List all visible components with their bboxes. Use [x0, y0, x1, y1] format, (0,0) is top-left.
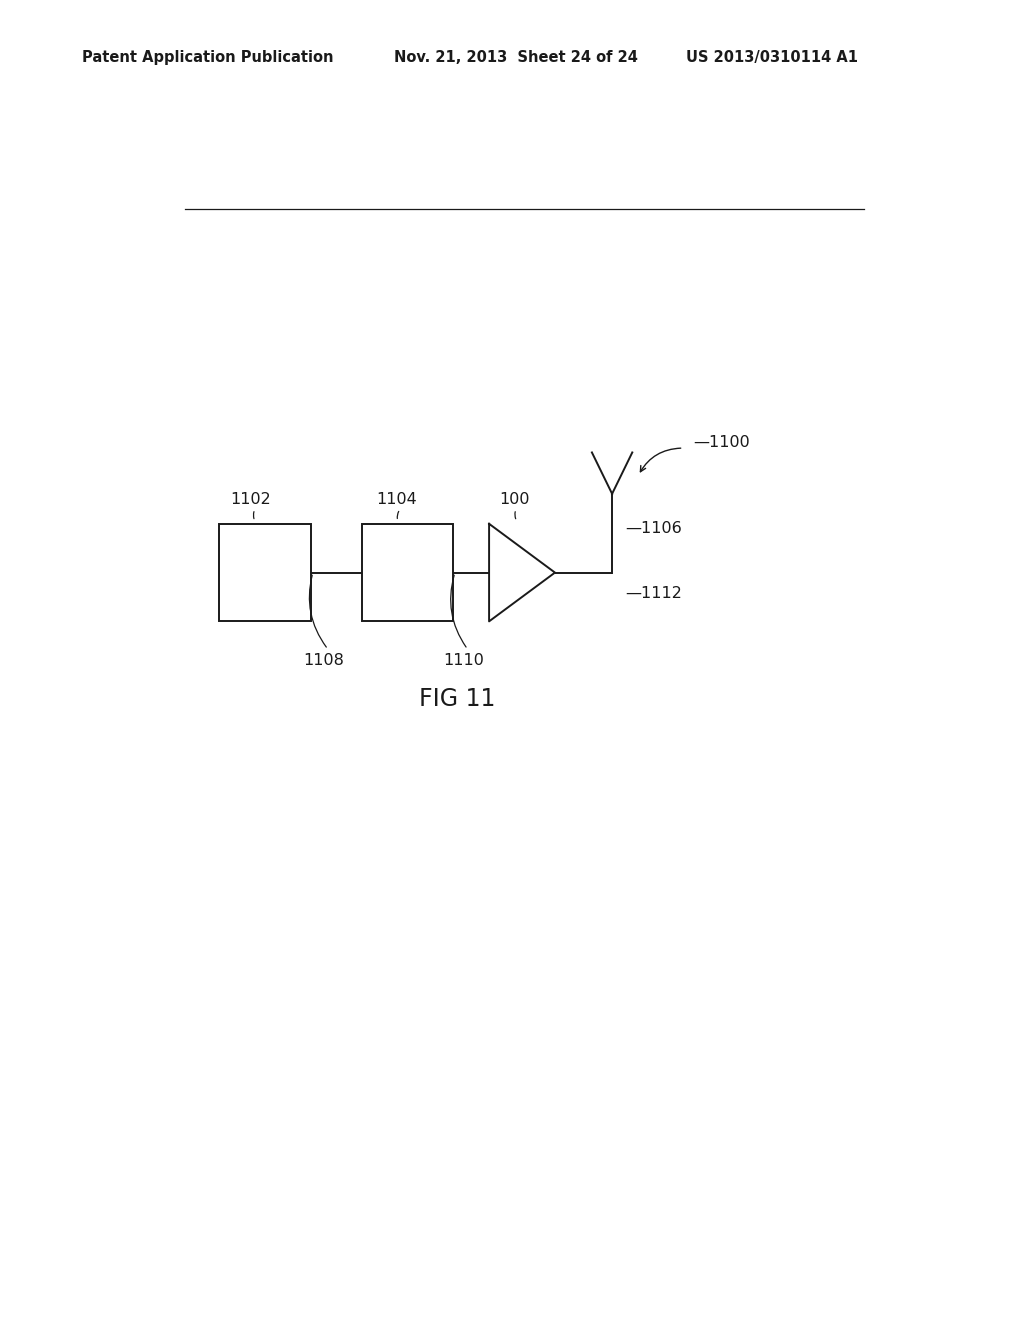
- Text: 1108: 1108: [303, 653, 344, 668]
- Text: US 2013/0310114 A1: US 2013/0310114 A1: [686, 50, 858, 65]
- Text: FIG 11: FIG 11: [419, 686, 496, 711]
- Text: —1100: —1100: [693, 436, 750, 450]
- Text: 1110: 1110: [443, 653, 484, 668]
- Text: 100: 100: [500, 492, 529, 507]
- Text: —1112: —1112: [625, 586, 682, 601]
- Bar: [362, 524, 454, 620]
- Text: —1106: —1106: [625, 521, 682, 536]
- Text: 1104: 1104: [376, 492, 417, 507]
- Text: 1102: 1102: [230, 492, 271, 507]
- Text: Patent Application Publication: Patent Application Publication: [82, 50, 334, 65]
- Bar: [219, 524, 310, 620]
- Text: Nov. 21, 2013  Sheet 24 of 24: Nov. 21, 2013 Sheet 24 of 24: [394, 50, 638, 65]
